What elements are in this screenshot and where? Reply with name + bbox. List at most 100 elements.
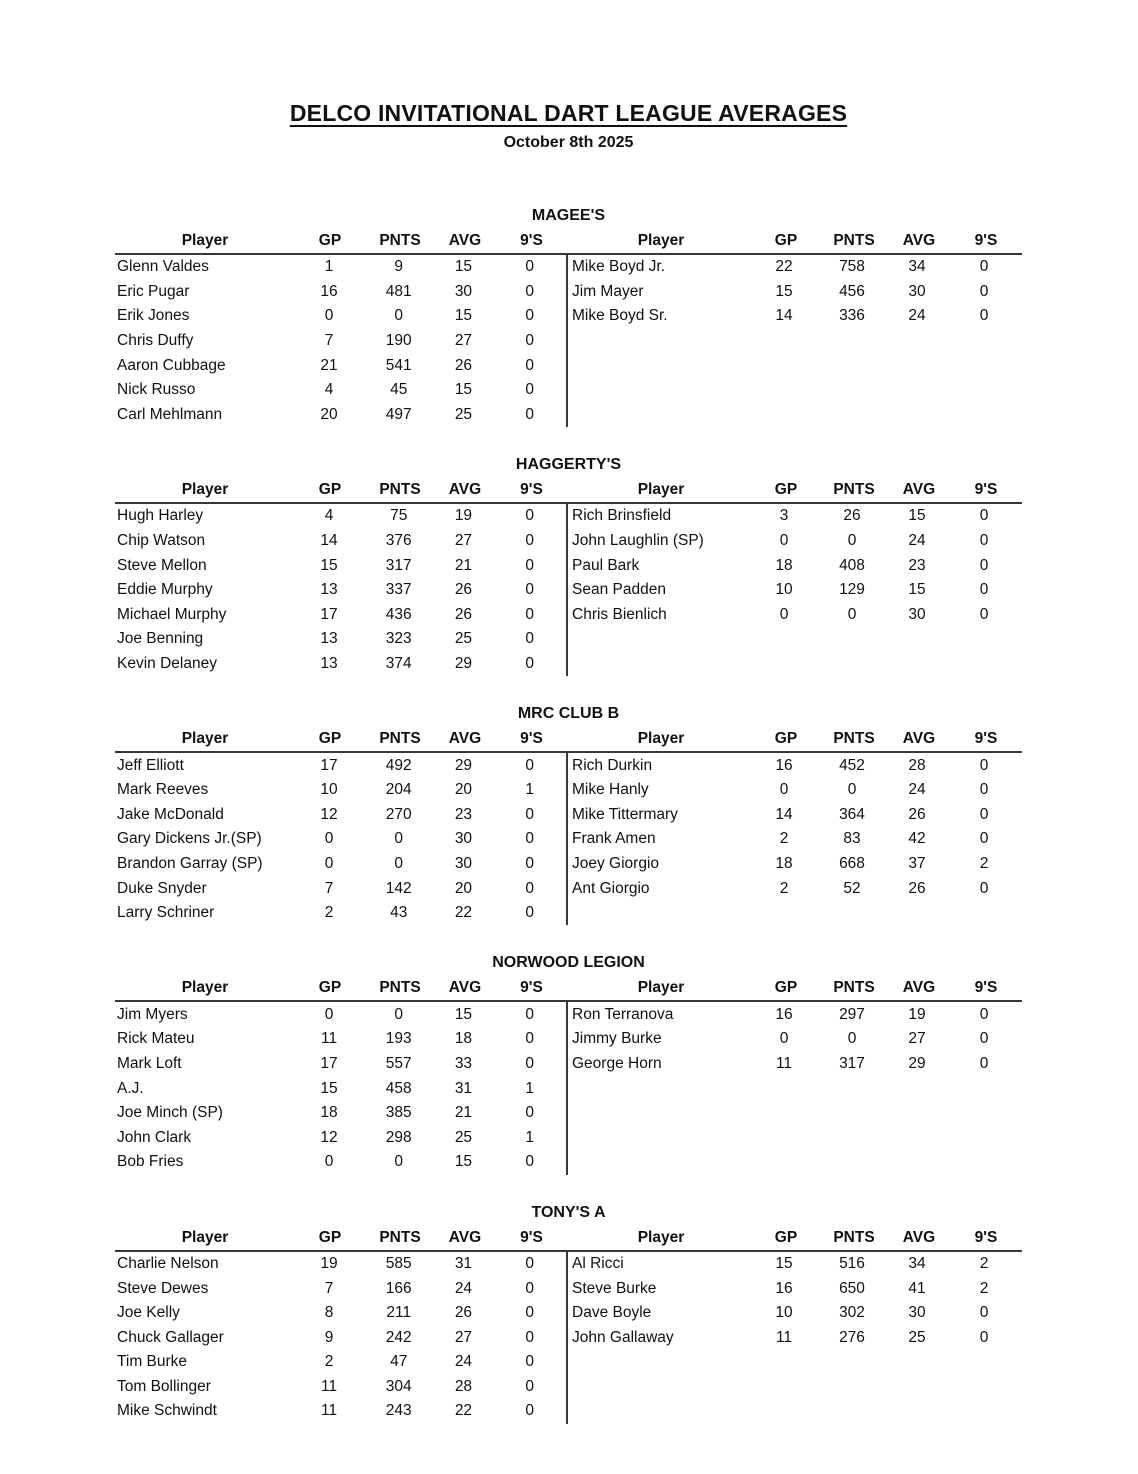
cell-player: Mark Reeves [117,781,209,799]
cell-pnts: 323 [385,630,412,648]
cell-pnts: 0 [847,1030,857,1048]
cell-nines: 0 [525,854,534,872]
cell-gp: 11 [775,1328,793,1346]
cell-avg: 26 [454,1304,473,1322]
col-header-nines: 9'S [520,481,543,499]
cell-gp: 0 [779,532,789,550]
col-header-pnts: PNTS [379,1228,421,1246]
cell-nines: 0 [979,282,989,300]
cell-player: Mike Boyd Jr. [572,258,666,276]
col-header-pnts: PNTS [379,730,421,748]
cell-nines: 0 [525,332,534,350]
table-row: John Clark 12 298 25 1 [115,1125,566,1150]
cell-pnts: 668 [839,854,865,872]
cell-nines: 0 [979,1304,989,1322]
cell-gp: 3 [779,507,789,525]
header-row: Player GP PNTS AVG 9'S Player GP PNTS AVG 9'S [115,976,1022,1003]
cell-avg: 26 [908,805,926,823]
cell-pnts: 585 [385,1254,412,1272]
table-row: Nick Russo 4 45 15 0 [115,378,566,403]
table-row: Mike Tittermary 14 364 26 0 [568,803,1020,828]
col-header-pnts: PNTS [833,730,875,748]
cell-nines: 0 [979,781,989,799]
cell-avg: 30 [908,1304,926,1322]
cell-avg: 27 [454,332,473,350]
table-row: Jim Myers 0 0 15 0 [115,1002,566,1027]
table-row: Ron Terranova 16 297 19 0 [568,1002,1020,1027]
cell-nines: 0 [525,1279,534,1297]
cell-pnts: 211 [386,1304,412,1322]
table-row: Mark Loft 17 557 33 0 [115,1052,566,1077]
header-row: Player GP PNTS AVG 9'S Player GP PNTS AVG 9'S [115,727,1022,754]
cell-gp: 10 [775,581,793,599]
col-header-player: Player [181,232,229,249]
table-body: Jeff Elliott 17 492 29 0 Mark Reeves 10 204 20 1 J… [115,753,1022,926]
cell-player: Duke Snyder [117,879,207,897]
cell-pnts: 190 [385,332,412,350]
cell-nines: 1 [525,1079,534,1097]
cell-nines: 1 [525,1128,534,1146]
cell-gp: 17 [320,605,338,623]
left-table-rows: Hugh Harley 4 75 19 0 Chip Watson 14 376 27 0 Stev… [115,504,568,677]
cell-player: Kevin Delaney [117,655,217,673]
section-title: MAGEE'S [531,207,606,224]
cell-nines: 0 [525,605,534,623]
cell-avg: 26 [908,879,926,897]
cell-nines: 0 [525,1104,534,1122]
cell-pnts: 456 [839,282,865,300]
cell-player: Tom Bollinger [117,1377,211,1395]
cell-pnts: 0 [394,854,404,872]
cell-avg: 34 [908,258,926,276]
cell-nines: 0 [525,756,534,774]
table-row: Jeff Elliott 17 492 29 0 [115,753,566,778]
table-row: Charlie Nelson 19 585 31 0 [115,1252,566,1277]
cell-gp: 0 [324,307,334,325]
cell-avg: 26 [454,581,473,599]
league-section: NORWOOD LEGION Player GP PNTS AVG 9'S Player G… [115,953,1022,1175]
cell-avg: 37 [908,854,926,872]
cell-avg: 29 [454,756,473,774]
cell-pnts: 242 [385,1328,412,1346]
cell-gp: 2 [324,1353,334,1371]
cell-player: Nick Russo [117,381,196,399]
table-row: Al Ricci 15 516 34 2 [568,1252,1020,1277]
cell-gp: 2 [324,904,334,922]
col-header-nines: 9'S [520,730,543,748]
cell-gp: 0 [779,1030,789,1048]
cell-nines: 0 [525,904,534,922]
col-header-pnts: PNTS [833,481,875,499]
cell-player: George Horn [572,1054,662,1072]
col-header-nines: 9'S [520,232,543,249]
col-header-avg: AVG [448,481,482,499]
cell-pnts: 304 [385,1377,412,1395]
cell-pnts: 0 [847,781,857,799]
table-row: Steve Mellon 15 317 21 0 [115,553,566,578]
cell-pnts: 385 [385,1104,412,1122]
cell-player: Chip Watson [117,532,206,550]
league-section: TONY'S A Player GP PNTS AVG 9'S Player GP PNTS A… [115,1203,1022,1424]
table-row: Ant Giorgio 2 52 26 0 [568,876,1020,901]
cell-player: Erik Jones [117,307,190,325]
cell-gp: 22 [775,258,793,276]
table-row: Mike Boyd Jr. 22 758 34 0 [568,255,1020,280]
cell-gp: 2 [779,830,789,848]
cell-gp: 10 [320,781,338,799]
cell-avg: 22 [454,1402,473,1420]
cell-nines: 0 [979,805,989,823]
cell-avg: 24 [454,1279,473,1297]
cell-nines: 0 [979,756,989,774]
table-row: Chris Bienlich 0 0 30 0 [568,603,1020,628]
col-header-gp: GP [318,481,342,499]
cell-pnts: 436 [385,605,412,623]
col-header-avg: AVG [902,979,936,997]
cell-avg: 25 [454,405,473,423]
cell-gp: 17 [320,756,338,774]
cell-nines: 0 [525,879,534,897]
table-row: Michael Murphy 17 436 26 0 [115,603,566,628]
cell-player: Joe Kelly [117,1304,180,1322]
table-row: Larry Schriner 2 43 22 0 [115,901,566,926]
cell-pnts: 52 [843,879,861,897]
cell-pnts: 758 [839,258,865,276]
cell-player: Mike Tittermary [572,805,678,823]
cell-nines: 0 [979,581,989,599]
